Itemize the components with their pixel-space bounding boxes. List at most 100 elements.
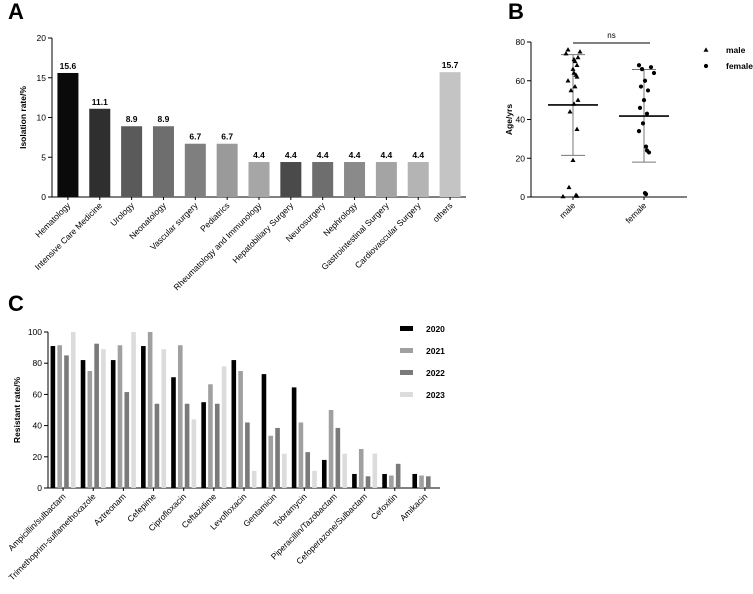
b-point-male — [565, 78, 571, 83]
c-bar — [191, 419, 197, 488]
c-bar — [298, 422, 304, 488]
a-bar — [407, 162, 429, 197]
c-bar — [70, 332, 76, 488]
a-bar — [89, 108, 111, 197]
c-legend-swatch — [400, 370, 413, 375]
c-bar — [291, 387, 297, 488]
a-data-label: 8.9 — [158, 114, 170, 124]
chart-c: 0 20 40 60 80 100 Resistant rate/% Ampicillin/s… — [6, 324, 445, 582]
c-bar — [131, 332, 136, 488]
a-bar — [312, 162, 334, 197]
b-point-male — [575, 54, 581, 60]
c-legend-label: 2023 — [426, 390, 445, 400]
a-bar — [216, 143, 238, 197]
b-point-male — [560, 193, 566, 199]
c-bar — [352, 473, 357, 488]
a-y-tick-label: 20 — [37, 33, 47, 43]
b-legend-label: male — [726, 45, 746, 55]
c-bar — [342, 453, 347, 488]
c-legend-swatch — [400, 348, 413, 353]
b-y-tick-label: 80 — [516, 37, 526, 47]
a-bar — [439, 72, 461, 197]
c-legend-label: 2020 — [426, 324, 445, 334]
c-bar — [147, 332, 153, 488]
a-bar — [57, 72, 79, 197]
a-y-tick-label: 0 — [41, 192, 46, 202]
c-bar — [395, 463, 401, 488]
a-data-label: 6.7 — [221, 132, 233, 142]
c-bar — [221, 366, 227, 488]
b-point-female — [641, 98, 647, 103]
c-bar — [154, 403, 160, 488]
c-bar — [365, 476, 371, 488]
c-legend-swatch — [400, 392, 413, 397]
a-data-label: 6.7 — [189, 132, 201, 142]
c-bar — [282, 453, 287, 488]
b-point-male — [566, 184, 572, 190]
a-x-tick-label: Urology — [108, 200, 136, 228]
b-point-male — [570, 157, 576, 162]
b-x-tick-label: male — [557, 200, 577, 220]
b-x-tick-label: female — [623, 200, 648, 225]
c-bar — [201, 402, 206, 488]
c-bar — [184, 403, 190, 488]
c-bar — [412, 473, 418, 488]
b-point-female — [643, 144, 649, 149]
c-bar — [335, 427, 341, 488]
c-bar — [419, 475, 424, 488]
b-legend-label: female — [726, 61, 753, 71]
c-bar — [101, 349, 106, 488]
b-point-male — [574, 74, 580, 79]
c-x-tick-label: Cefoxitin — [369, 491, 400, 522]
c-bar — [87, 371, 93, 488]
panel-label-b: B — [508, 0, 524, 24]
b-point-male — [568, 87, 574, 93]
a-y-axis-title: Isolation rate/% — [18, 86, 28, 149]
a-data-label: 4.4 — [285, 150, 297, 160]
c-y-tick-label: 60 — [33, 389, 43, 399]
b-point-female — [646, 150, 652, 155]
c-y-axis-title: Resistant rate/% — [12, 376, 22, 443]
a-x-tick-label: others — [431, 200, 455, 224]
a-y-tick-label: 10 — [37, 113, 47, 123]
c-bar — [177, 345, 183, 488]
c-bar — [57, 345, 62, 488]
c-y-tick-label: 0 — [37, 483, 42, 493]
c-y-tick-label: 100 — [28, 327, 42, 337]
c-bar — [305, 452, 311, 488]
a-bar — [152, 126, 174, 197]
b-point-male — [574, 193, 580, 198]
b-point-female — [640, 121, 646, 126]
b-point-male — [574, 126, 580, 131]
c-bar — [110, 360, 116, 488]
c-y-tick-label: 80 — [33, 358, 43, 368]
c-bar — [141, 346, 146, 488]
c-bar — [214, 403, 220, 488]
b-point-male — [563, 51, 569, 56]
b-point-female — [636, 63, 642, 68]
a-bar — [184, 143, 206, 197]
b-point-female — [651, 70, 657, 76]
c-bar — [238, 371, 243, 488]
c-bar — [251, 470, 257, 488]
c-bar — [358, 449, 364, 488]
b-legend-marker — [703, 63, 709, 69]
c-bar — [245, 422, 250, 488]
b-point-male — [570, 66, 576, 71]
b-point-female — [644, 111, 650, 116]
a-bar — [121, 126, 143, 197]
b-y-tick-label: 60 — [516, 76, 526, 86]
c-bar — [94, 343, 99, 488]
b-legend-marker — [703, 47, 709, 52]
b-point-male — [567, 109, 573, 114]
c-bar — [321, 459, 327, 488]
c-bar — [208, 384, 213, 488]
c-bar — [382, 473, 387, 488]
panel-label-a: A — [8, 0, 24, 24]
a-bar — [280, 162, 302, 197]
c-bar — [50, 346, 56, 488]
a-data-label: 4.4 — [317, 150, 329, 160]
a-data-label: 4.4 — [380, 150, 392, 160]
